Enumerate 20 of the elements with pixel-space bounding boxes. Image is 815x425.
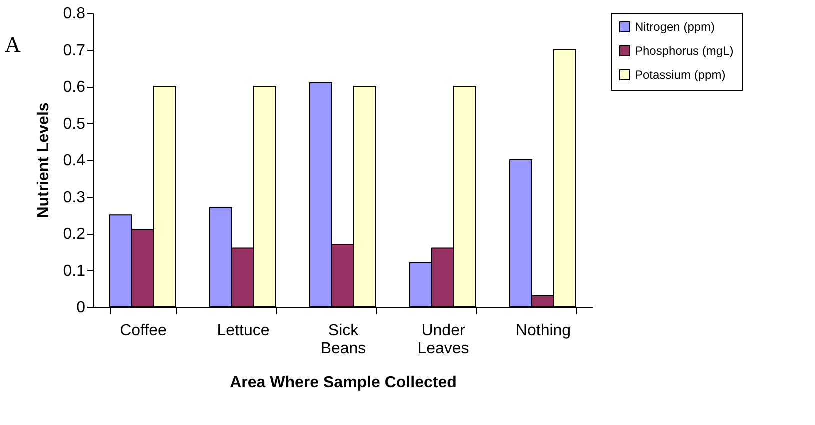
y-tick-label: 0.2 (63, 226, 86, 243)
x-tick-label: Coffee (120, 322, 168, 340)
x-tick-label: Lettuce (217, 322, 270, 340)
y-tick-label: 0.1 (63, 262, 86, 280)
y-tick-label: 0.7 (63, 42, 86, 60)
legend-label: Potassium (ppm) (635, 68, 726, 82)
y-tick-label: 0.4 (63, 152, 86, 170)
text: A (5, 32, 21, 57)
y-tick-label: 0.6 (63, 79, 86, 96)
legend-label: Phosphorus (mgL) (635, 44, 734, 58)
y-tick-label: 0.8 (63, 6, 86, 22)
x-tick-label: Sick Beans (320, 322, 366, 358)
y-tick-label: 0 (76, 300, 86, 316)
x-tick-label: Nothing (516, 322, 572, 340)
legend-label: Nitrogen (ppm) (635, 20, 716, 34)
y-axis-title: Nutrient Levels (35, 102, 52, 218)
y-tick-label: 0.5 (63, 116, 86, 133)
x-axis-title: Area Where Sample Collected (230, 374, 457, 392)
x-tick-label: Under Leaves (418, 322, 470, 358)
y-tick-label: 0.3 (63, 189, 86, 206)
